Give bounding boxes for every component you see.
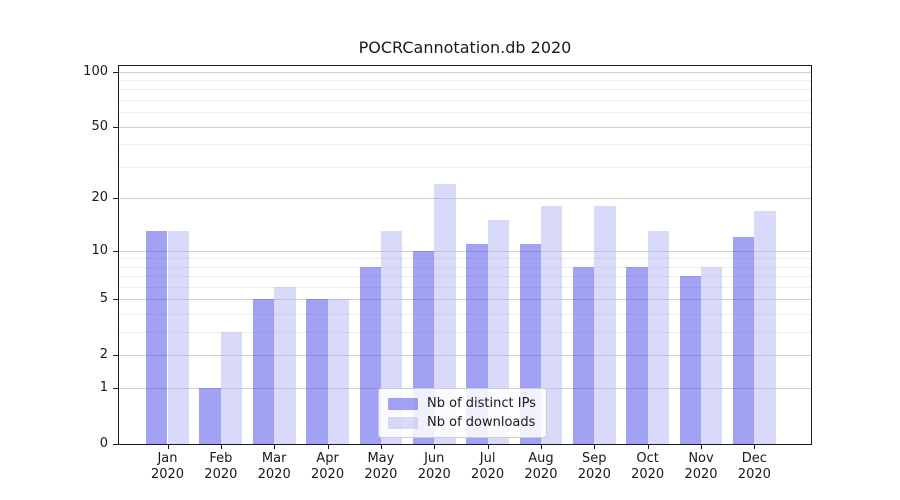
bar-downloads — [647, 231, 670, 444]
x-axis-tick-mark — [754, 444, 756, 449]
y-axis-tick-label: 100 — [83, 63, 108, 79]
gridline-minor — [119, 112, 811, 114]
gridline-minor — [119, 266, 811, 268]
x-axis-tick-label: Jan 2020 — [150, 451, 185, 482]
y-axis-tick-label: 0 — [99, 436, 108, 451]
gridline-minor — [119, 286, 811, 288]
x-axis-tick-label: Feb 2020 — [204, 451, 238, 482]
y-axis-tick-mark — [113, 71, 118, 73]
x-axis-tick-label: Nov 2020 — [684, 451, 718, 482]
x-axis-tick-mark — [540, 444, 542, 449]
gridline-major — [119, 71, 811, 73]
x-axis-tick-mark — [220, 444, 222, 449]
gridline-major — [119, 355, 811, 357]
bar-downloads — [220, 332, 243, 444]
bar-downloads — [540, 206, 563, 444]
gridline-minor — [119, 166, 811, 168]
bar-distinct-ips — [199, 388, 221, 444]
bar-downloads — [167, 231, 189, 444]
x-axis-tick-label: Oct 2020 — [631, 451, 665, 482]
x-axis-tick-label: Jun 2020 — [417, 451, 451, 482]
y-axis-tick-label: 20 — [91, 190, 108, 206]
y-axis-tick-mark — [113, 444, 118, 445]
gridline-minor — [119, 80, 811, 81]
y-axis-tick-mark — [113, 250, 118, 252]
legend-swatch-distinct-ips — [388, 397, 418, 410]
y-axis-tick-mark — [113, 355, 118, 357]
legend-label-downloads: Nb of downloads — [427, 415, 536, 430]
bar-distinct-ips — [732, 237, 755, 444]
x-axis-tick-label: Mar 2020 — [257, 451, 291, 482]
x-axis-tick-mark — [327, 444, 329, 449]
y-axis-tick-label: 2 — [99, 347, 108, 363]
x-axis-tick-mark — [167, 444, 169, 449]
x-axis-tick-mark — [701, 444, 702, 449]
x-axis-tick-mark — [594, 444, 596, 449]
bar-downloads — [274, 286, 296, 444]
bar-downloads — [434, 184, 456, 444]
x-axis-tick-label: Dec 2020 — [737, 451, 771, 482]
x-axis-tick-label: Sep 2020 — [577, 451, 611, 482]
gridline-minor — [119, 89, 811, 91]
gridline-major — [119, 198, 811, 200]
bar-downloads — [594, 206, 616, 444]
gridline-minor — [119, 258, 811, 260]
gridline-minor — [119, 144, 811, 146]
bar-distinct-ips — [679, 276, 701, 444]
y-axis-tick-label: 1 — [99, 380, 108, 396]
y-axis-tick-mark — [113, 388, 118, 390]
y-axis-tick-label: 5 — [99, 291, 108, 307]
x-axis-tick-mark — [647, 444, 649, 449]
bar-downloads — [327, 299, 349, 444]
gridline-minor — [119, 276, 811, 278]
legend-entry-downloads: Nb of downloads — [388, 413, 536, 432]
x-axis-tick-label: Aug 2020 — [524, 451, 558, 482]
legend-swatch-downloads — [388, 416, 418, 429]
bar-distinct-ips — [252, 299, 275, 444]
gridline-major — [119, 250, 811, 252]
plot-area — [118, 65, 812, 445]
bar-downloads — [754, 210, 776, 444]
x-axis-tick-mark — [274, 444, 276, 449]
gridline-minor — [119, 314, 811, 316]
bar-distinct-ips — [359, 266, 381, 444]
bar-downloads — [701, 266, 723, 444]
x-axis-tick-label: Apr 2020 — [311, 451, 345, 482]
x-axis-tick-label: May 2020 — [364, 451, 398, 482]
y-axis-tick-mark — [113, 299, 118, 301]
legend: Nb of distinct IPs Nb of downloads — [378, 388, 547, 438]
bar-distinct-ips — [146, 231, 168, 444]
gridline-minor — [119, 332, 811, 334]
gridline-minor — [119, 100, 811, 102]
gridline-major — [119, 299, 811, 301]
x-axis-tick-mark — [434, 444, 436, 449]
y-axis-tick-mark — [113, 126, 118, 128]
y-axis-tick-label: 50 — [91, 118, 108, 134]
legend-entry-distinct-ips: Nb of distinct IPs — [388, 394, 536, 413]
y-axis-tick-mark — [113, 198, 118, 200]
y-axis-tick-label: 10 — [91, 242, 108, 258]
bar-distinct-ips — [626, 266, 648, 444]
x-axis-tick-mark — [487, 444, 489, 449]
gridline-major — [119, 126, 811, 128]
bar-distinct-ips — [572, 266, 595, 444]
chart-title: POCRCannotation.db 2020 — [358, 38, 572, 57]
legend-label-distinct-ips: Nb of distinct IPs — [427, 396, 536, 411]
x-axis-tick-label: Jul 2020 — [471, 451, 505, 482]
bar-distinct-ips — [306, 299, 328, 444]
x-axis-tick-mark — [380, 444, 382, 449]
